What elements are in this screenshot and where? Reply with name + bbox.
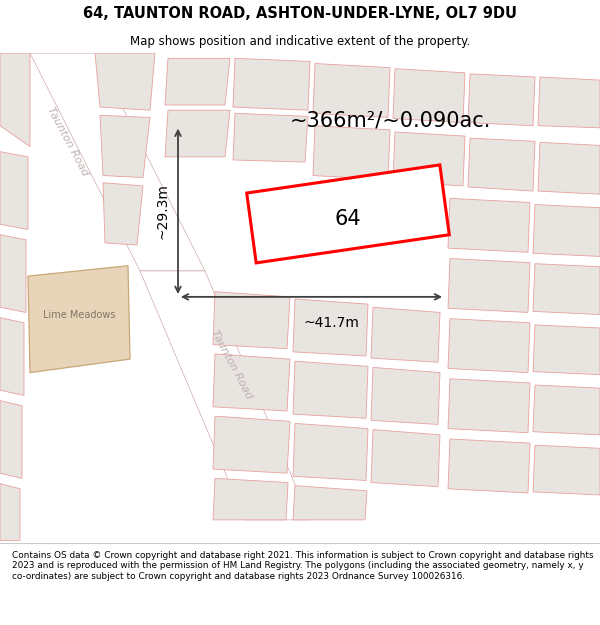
Text: 64: 64 (335, 209, 361, 229)
Polygon shape (293, 361, 368, 418)
Polygon shape (0, 318, 24, 396)
Polygon shape (213, 416, 290, 473)
Text: Map shows position and indicative extent of the property.: Map shows position and indicative extent… (130, 35, 470, 48)
Polygon shape (233, 113, 308, 162)
Polygon shape (448, 439, 530, 493)
Polygon shape (393, 132, 465, 186)
Polygon shape (233, 58, 310, 110)
Polygon shape (313, 64, 390, 118)
Polygon shape (213, 478, 288, 520)
Polygon shape (95, 53, 155, 110)
Polygon shape (213, 354, 290, 411)
Text: Taunton Road: Taunton Road (46, 105, 91, 177)
Polygon shape (140, 271, 310, 520)
Polygon shape (448, 198, 530, 252)
Polygon shape (533, 325, 600, 374)
Polygon shape (468, 138, 535, 191)
Polygon shape (0, 234, 26, 312)
Text: Taunton Road: Taunton Road (209, 328, 254, 401)
Polygon shape (448, 379, 530, 432)
Polygon shape (103, 182, 143, 245)
Polygon shape (371, 368, 440, 424)
Polygon shape (393, 69, 465, 122)
Polygon shape (0, 53, 30, 146)
Polygon shape (28, 266, 130, 372)
Polygon shape (468, 74, 535, 126)
Text: Contains OS data © Crown copyright and database right 2021. This information is : Contains OS data © Crown copyright and d… (12, 551, 593, 581)
Polygon shape (533, 445, 600, 495)
Polygon shape (293, 299, 368, 356)
Polygon shape (0, 152, 28, 229)
Polygon shape (538, 77, 600, 128)
Text: ~29.3m: ~29.3m (156, 183, 170, 239)
Polygon shape (0, 401, 22, 478)
Text: ~366m²/~0.090ac.: ~366m²/~0.090ac. (289, 111, 491, 131)
Polygon shape (533, 264, 600, 314)
Polygon shape (448, 319, 530, 372)
Polygon shape (313, 126, 390, 179)
Polygon shape (538, 142, 600, 194)
Polygon shape (165, 58, 230, 105)
Text: ~41.7m: ~41.7m (304, 316, 359, 329)
Polygon shape (165, 110, 230, 157)
Polygon shape (293, 423, 368, 481)
Polygon shape (293, 486, 367, 520)
Polygon shape (371, 308, 440, 362)
Polygon shape (371, 429, 440, 487)
Polygon shape (213, 292, 290, 349)
Polygon shape (533, 385, 600, 435)
Polygon shape (100, 116, 150, 178)
Text: Lime Meadows: Lime Meadows (43, 309, 115, 319)
Polygon shape (0, 484, 20, 541)
Polygon shape (448, 259, 530, 312)
Polygon shape (533, 204, 600, 256)
Polygon shape (30, 53, 205, 271)
Text: 64, TAUNTON ROAD, ASHTON-UNDER-LYNE, OL7 9DU: 64, TAUNTON ROAD, ASHTON-UNDER-LYNE, OL7… (83, 6, 517, 21)
Polygon shape (247, 165, 449, 263)
